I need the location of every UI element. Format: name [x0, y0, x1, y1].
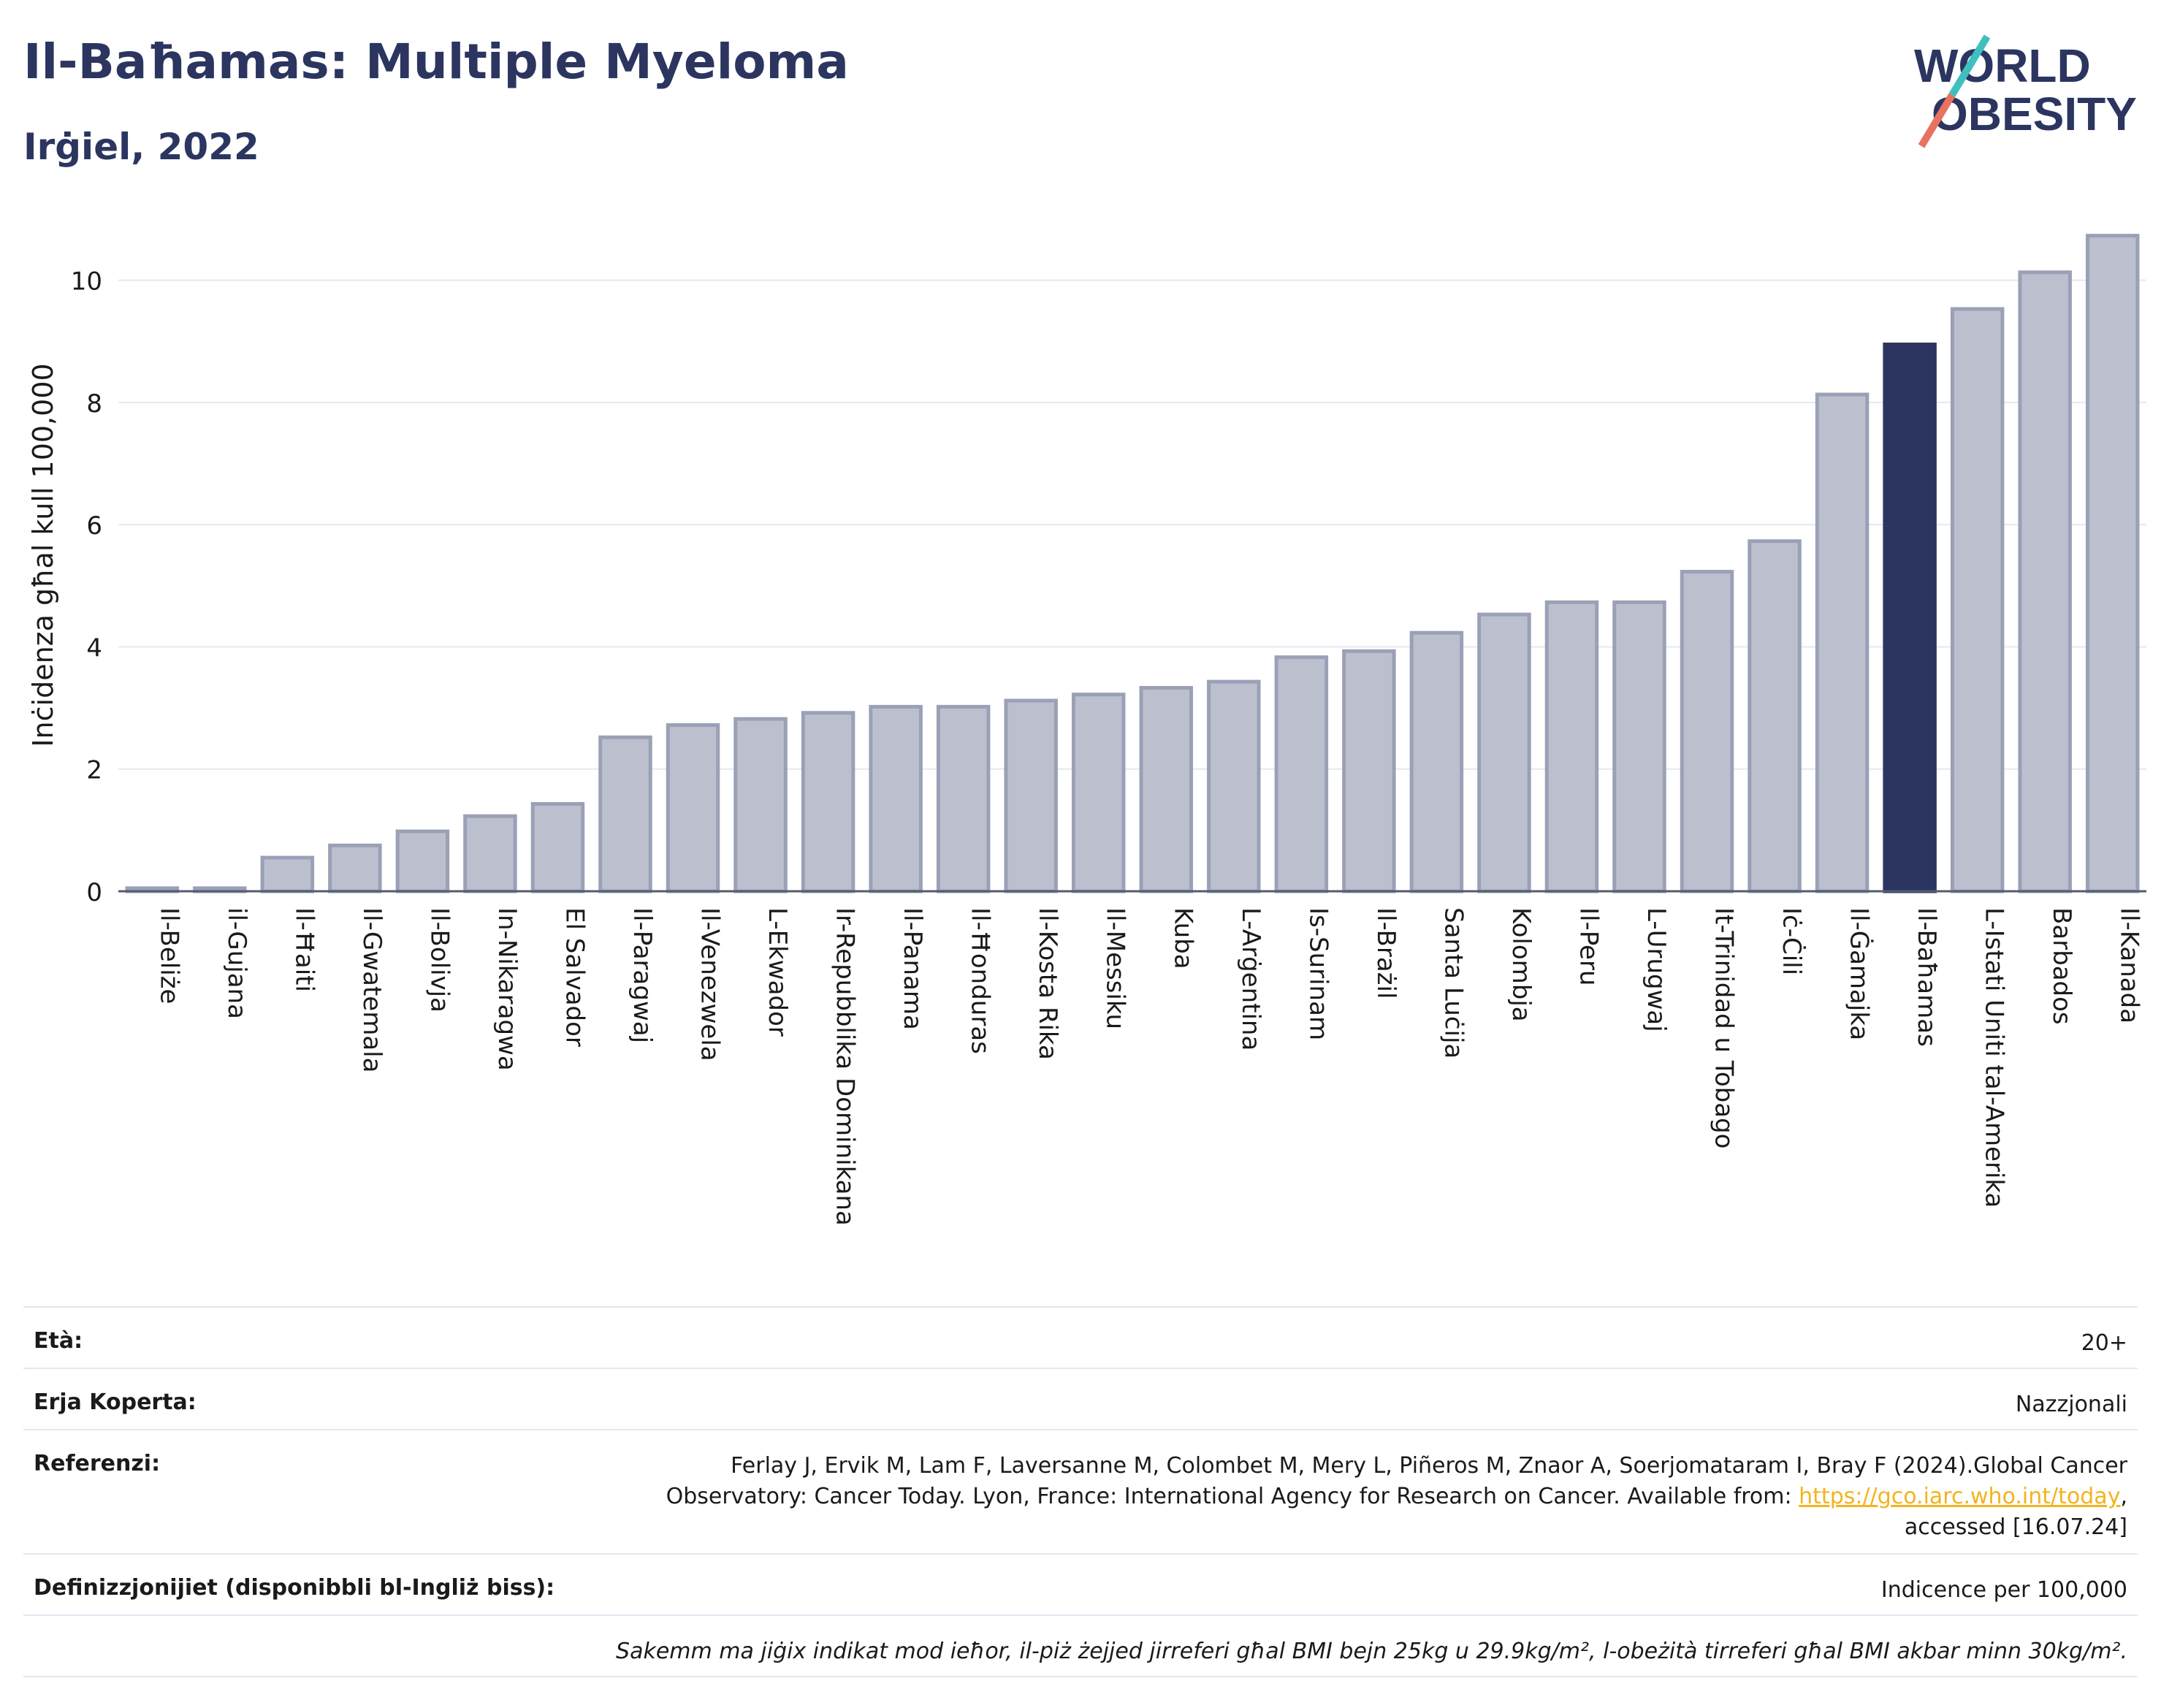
bar	[1544, 600, 1599, 893]
bar	[936, 704, 991, 893]
reference-link[interactable]: https://gco.iarc.who.int/today	[1799, 1484, 2121, 1509]
x-tick-label: Is-Surinam	[1303, 907, 1333, 1040]
bar	[1409, 630, 1464, 893]
world-obesity-logo: WORLD OBESITY	[1914, 34, 2137, 148]
age-label: Età:	[34, 1328, 83, 1354]
bar	[1680, 570, 1734, 893]
ref-line-2: Observatory: Cancer Today. Lyon, France:…	[666, 1484, 1799, 1509]
references-label: Referenzi:	[34, 1451, 161, 1476]
bar	[1274, 655, 1329, 893]
bar	[260, 855, 315, 893]
x-tick-labels: Il-Beliże il-Gujana Il-Ħaiti Il-Gwatemala Il…	[154, 907, 2143, 1226]
bar	[2085, 234, 2140, 893]
x-tick-label: Il-Baħamas	[1912, 907, 1941, 1047]
bar	[1950, 307, 2005, 893]
info-row-definitions: Definizzjonijiet (disponibbli bl-Ingliż …	[23, 1553, 2138, 1614]
bars	[125, 234, 2140, 893]
bar	[801, 711, 855, 893]
x-tick-label: Il-Panama	[898, 907, 927, 1030]
x-tick-label: Il-Ġamajka	[1845, 907, 1875, 1040]
y-tick-label: 10	[71, 267, 102, 297]
info-row-note: Sakemm ma jiġix indikat mod ieħor, il-pi…	[23, 1614, 2138, 1677]
bar	[328, 843, 382, 893]
area-label: Erja Koperta:	[34, 1389, 197, 1415]
bar	[2018, 270, 2072, 893]
info-row-area: Erja Koperta: Nazzjonali	[23, 1368, 2138, 1429]
x-tick-label: Il-Paragwaj	[628, 907, 657, 1043]
y-tick-label: 0	[86, 878, 102, 907]
bmi-note: Sakemm ma jiġix indikat mod ieħor, il-pi…	[616, 1639, 2127, 1664]
age-value: 20+	[2081, 1330, 2127, 1356]
x-tick-label: Barbados	[2047, 907, 2076, 1025]
y-tick-label: 6	[86, 511, 102, 541]
page-title: Il-Baħamas: Multiple Myeloma	[23, 34, 849, 90]
y-tick-label: 4	[86, 633, 102, 663]
bar	[1139, 685, 1194, 893]
info-row-age: Età: 20+	[23, 1306, 2138, 1368]
bar	[395, 829, 450, 893]
logo-slash-teal	[1948, 34, 1991, 97]
y-tick-labels: 0 2 4 6 8 10	[71, 267, 102, 907]
x-tick-label: Ir-Repubblika Dominikana	[831, 907, 860, 1226]
definitions-label: Definizzjonijiet (disponibbli bl-Ingliż …	[34, 1575, 555, 1601]
x-tick-label: L-Ekwador	[763, 907, 792, 1037]
bar	[463, 814, 517, 893]
y-tick-label: 2	[86, 756, 102, 785]
logo-line2: OBESITY	[1932, 88, 2137, 140]
grid-lines	[118, 279, 2146, 770]
bar	[598, 735, 652, 893]
area-value: Nazzjonali	[2015, 1392, 2127, 1417]
x-tick-label: El Salvador	[560, 907, 589, 1047]
x-tick-label: Il-Kanada	[2115, 907, 2144, 1023]
bar-highlighted	[1883, 342, 1937, 893]
y-tick-label: 8	[86, 389, 102, 419]
logo-line1: WORLD	[1914, 39, 2091, 92]
bar	[666, 723, 720, 893]
bar	[869, 704, 923, 893]
logo-slash-coral	[1918, 93, 1956, 148]
bar	[733, 717, 788, 893]
x-tick-label: Il-Brażil	[1371, 907, 1400, 999]
bar	[1612, 600, 1666, 893]
ref-line-1: Ferlay J, Ervik M, Lam F, Laversanne M, …	[731, 1453, 2127, 1479]
bar	[1207, 679, 1261, 893]
info-row-references: Referenzi: Ferlay J, Ervik M, Lam F, Lav…	[23, 1429, 2138, 1553]
bar	[1342, 649, 1396, 893]
x-tick-label: L-Urugwaj	[1642, 907, 1671, 1032]
x-tick-label: Kolombja	[1506, 907, 1536, 1022]
x-tick-label: It-Trinidad u Tobago	[1710, 907, 1739, 1148]
x-tick-label: Il-Ħonduras	[966, 907, 995, 1054]
x-tick-label: Kuba	[1168, 907, 1197, 969]
definitions-value: Indicence per 100,000	[1880, 1577, 2127, 1603]
x-tick-label: Santa Luċija	[1438, 907, 1468, 1059]
x-tick-label: Il-Venezwela	[695, 907, 725, 1061]
bar	[1004, 698, 1058, 893]
bar	[1477, 612, 1531, 893]
x-tick-label: L-Istati Uniti tal-Amerika	[1980, 907, 2009, 1208]
x-tick-label: Il-Peru	[1574, 907, 1603, 985]
bar	[530, 801, 585, 893]
bar-chart: 0 2 4 6 8 10 Il-Beliże il-Gujana Il-Ħaiti Il-Gwa…	[27, 234, 2146, 1226]
x-tick-label: Il-Messiku	[1101, 907, 1130, 1029]
bar	[1815, 392, 1870, 893]
x-tick-label: il-Gujana	[222, 907, 251, 1019]
bar	[1071, 693, 1126, 893]
page-subtitle: Irġiel, 2022	[23, 126, 259, 168]
x-tick-label: Iċ-Ċili	[1777, 907, 1807, 975]
x-tick-label: Il-Bolivja	[424, 907, 454, 1013]
x-tick-label: Il-Gwatemala	[357, 907, 386, 1072]
references-value: Ferlay J, Ervik M, Lam F, Laversanne M, …	[666, 1453, 2127, 1540]
x-tick-label: Il-Ħaiti	[289, 907, 319, 992]
ref-line-3: accessed [16.07.24]	[1904, 1514, 2127, 1540]
x-tick-label: L-Arġentina	[1236, 907, 1265, 1051]
y-axis-label: Inċidenza għal kull 100,000	[27, 363, 59, 747]
x-tick-label: Il-Kosta Rika	[1033, 907, 1062, 1060]
info-table: Età: 20+ Erja Koperta: Nazzjonali Refere…	[23, 1306, 2138, 1677]
x-tick-label: In-Nikaragwa	[492, 907, 522, 1071]
bar	[1748, 539, 1802, 893]
x-tick-label: Il-Beliże	[154, 907, 183, 1004]
